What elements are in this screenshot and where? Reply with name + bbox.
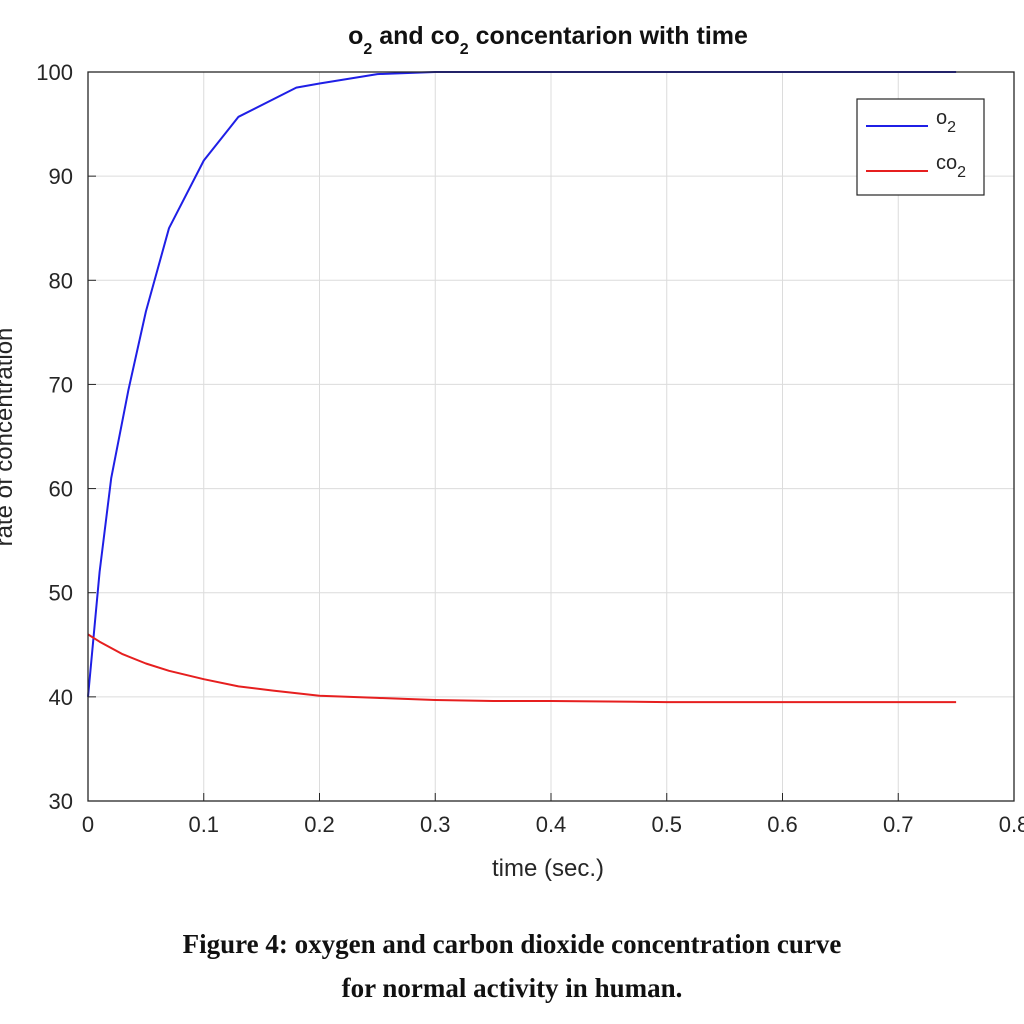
legend-label-co2-text: co — [936, 152, 957, 174]
legend-box — [856, 98, 985, 196]
y-tick-label: 70 — [49, 372, 73, 397]
figure-caption: Figure 4: oxygen and carbon dioxide conc… — [0, 922, 1024, 1010]
y-tick-label: 80 — [49, 268, 73, 293]
legend-label-o2: o2 — [936, 107, 956, 136]
chart-title-part: and co — [372, 22, 460, 50]
y-tick-label: 60 — [49, 477, 73, 502]
chart-title-subscript: 2 — [363, 41, 372, 58]
chart-title: o2 and co2 concentarion with time — [348, 22, 748, 58]
legend-label-co2: co2 — [936, 152, 966, 181]
x-tick-label: 0.1 — [188, 812, 219, 837]
x-tick-label: 0 — [82, 812, 94, 837]
legend-label-o2-subscript: 2 — [947, 119, 956, 136]
legend: o2 co2 — [856, 98, 985, 196]
x-tick-label: 0.8 — [999, 812, 1024, 837]
chart-title-part: concentarion with time — [469, 22, 748, 50]
x-tick-label: 0.5 — [651, 812, 682, 837]
x-tick-label: 0.7 — [883, 812, 914, 837]
chart-title-part: o — [348, 22, 363, 50]
y-axis: 30 40 50 60 70 80 90 100 — [36, 60, 96, 814]
caption-line-1: Figure 4: oxygen and carbon dioxide conc… — [182, 929, 842, 959]
series-line-co2 — [87, 633, 957, 704]
chart-title-subscript: 2 — [460, 41, 469, 58]
x-tick-label: 0.6 — [767, 812, 798, 837]
y-tick-label: 50 — [49, 581, 73, 606]
y-tick-label: 100 — [36, 60, 73, 85]
line-chart: 0 0.1 0.2 0.3 0.4 0.5 0.6 0.7 0.8 30 40 50 60 70 80 90… — [0, 22, 1024, 882]
legend-label-co2-subscript: 2 — [957, 164, 966, 181]
x-axis: 0 0.1 0.2 0.3 0.4 0.5 0.6 0.7 0.8 — [82, 793, 1024, 837]
y-tick-label: 90 — [49, 164, 73, 189]
y-tick-label: 30 — [49, 789, 73, 814]
y-axis-label: rate of concentration — [0, 328, 18, 547]
y-tick-label: 40 — [49, 685, 73, 710]
x-tick-label: 0.2 — [304, 812, 335, 837]
caption-line-2: for normal activity in human. — [341, 973, 683, 1003]
x-tick-label: 0.4 — [536, 812, 567, 837]
x-tick-label: 0.3 — [420, 812, 451, 837]
x-axis-label: time (sec.) — [492, 855, 604, 882]
legend-label-o2-text: o — [936, 107, 947, 129]
